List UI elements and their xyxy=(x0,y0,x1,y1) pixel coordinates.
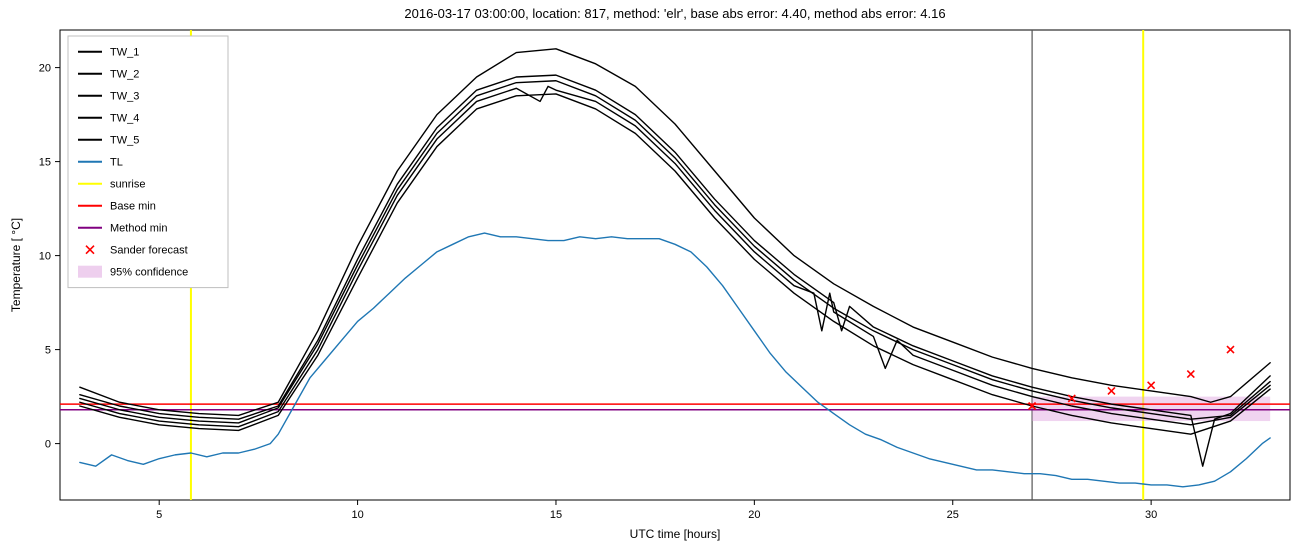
chart-title: 2016-03-17 03:00:00, location: 817, meth… xyxy=(404,6,945,21)
legend-label: Method min xyxy=(110,223,167,235)
legend-label: sunrise xyxy=(110,179,145,191)
legend-label: TW_4 xyxy=(110,113,139,125)
y-tick-label: 0 xyxy=(45,439,51,451)
legend: TW_1 TW_2 TW_3 TW_4 TW_5 TL sunrise Base min Met… xyxy=(68,36,228,288)
x-tick-label: 10 xyxy=(351,509,363,521)
x-axis-label: UTC time [hours] xyxy=(630,527,721,541)
y-tick-label: 10 xyxy=(39,251,51,263)
chart-container: 2016-03-17 03:00:00, location: 817, meth… xyxy=(0,0,1310,547)
y-axis-label: Temperature [ °C] xyxy=(9,218,23,312)
x-tick-label: 5 xyxy=(156,509,162,521)
x-tick-label: 15 xyxy=(550,509,562,521)
legend-label: 95% confidence xyxy=(110,267,188,279)
legend-label: TW_3 xyxy=(110,91,139,103)
legend-swatch xyxy=(78,266,102,278)
y-tick-label: 5 xyxy=(45,345,51,357)
legend-label: Sander forecast xyxy=(110,245,188,257)
legend-label: TW_1 xyxy=(110,47,139,59)
x-tick-label: 20 xyxy=(748,509,760,521)
x-tick-label: 30 xyxy=(1145,509,1157,521)
legend-label: TL xyxy=(110,157,123,169)
y-tick-label: 15 xyxy=(39,157,51,169)
legend-label: TW_5 xyxy=(110,135,139,147)
legend-label: Base min xyxy=(110,201,156,213)
chart-svg: 2016-03-17 03:00:00, location: 817, meth… xyxy=(0,0,1310,547)
x-tick-label: 25 xyxy=(947,509,959,521)
y-tick-label: 20 xyxy=(39,63,51,75)
legend-label: TW_2 xyxy=(110,69,139,81)
